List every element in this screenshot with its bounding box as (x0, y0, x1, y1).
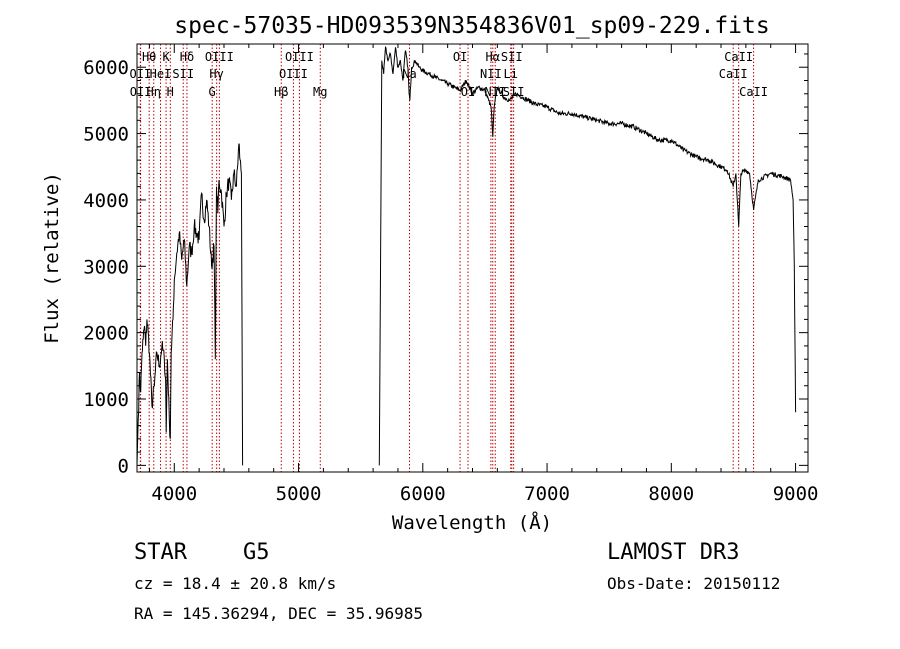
spectrum-line (378, 45, 797, 466)
plot-frame (136, 43, 809, 473)
spectral-line-label: HeI (150, 67, 172, 81)
spectral-subclass: G5 (243, 540, 270, 565)
x-tick-label: 8000 (648, 483, 694, 505)
spectral-line-label: Li (504, 67, 518, 81)
spectral-line-label: K (162, 50, 170, 64)
spectral-line-label: Na (402, 67, 416, 81)
spectral-line-label: SII (501, 50, 523, 64)
spectral-line-label: CaII (719, 67, 748, 81)
x-axis-label: Wavelength (Å) (392, 511, 552, 534)
spectral-line-label: Hα (486, 50, 500, 64)
spectral-line-label: OIII (279, 67, 308, 81)
spectral-line-label: OI (453, 50, 467, 64)
spectral-line-label: Mg (313, 85, 327, 99)
y-axis-label: Flux (relative) (41, 172, 63, 344)
spectral-line-label: OI (461, 85, 475, 99)
spectrum-line (136, 143, 244, 466)
x-tick-label: 4000 (151, 483, 197, 505)
y-tick-label: 2000 (83, 323, 129, 345)
spectral-line-label: Hθ (142, 50, 156, 64)
spectral-line-label: CaII (724, 50, 753, 64)
spectral-line-label: OII (130, 67, 152, 81)
y-tick-label: 1000 (83, 389, 129, 411)
x-tick-label: 7000 (524, 483, 570, 505)
x-tick-label: 6000 (400, 483, 446, 505)
spectral-line-label: OIII (285, 50, 314, 64)
obs-date: Obs-Date: 20150112 (607, 574, 780, 593)
spectral-line-label: OII (130, 85, 152, 99)
spectrum-series (136, 45, 797, 466)
spectral-line-label: CaII (739, 85, 768, 99)
coordinates-text: RA = 145.36294, DEC = 35.96985 (134, 604, 423, 623)
spectral-line-markers (139, 44, 755, 472)
y-tick-label: 0 (118, 455, 129, 477)
spectral-line-label: G (209, 85, 216, 99)
spectral-line-label: Hβ (274, 85, 288, 99)
x-tick-label: 5000 (276, 483, 322, 505)
survey-name: LAMOST DR3 (607, 540, 739, 565)
y-tick-label: 4000 (83, 190, 129, 212)
redshift-text: cz = 18.4 ± 20.8 km/s (134, 574, 336, 593)
spectral-line-label: SII (503, 85, 525, 99)
spectral-line-label: OIII (205, 50, 234, 64)
spectral-line-label: Hη (147, 85, 161, 99)
x-tick-label: 9000 (773, 483, 819, 505)
y-tick-label: 6000 (83, 57, 129, 79)
y-tick-label: 5000 (83, 124, 129, 146)
spectral-line-label: Hδ (180, 50, 194, 64)
spectral-line-label: NII (480, 67, 502, 81)
y-tick-label: 3000 (83, 256, 129, 278)
spectral-line-label: NII (484, 85, 506, 99)
spectral-line-label: SII (172, 67, 194, 81)
chart-title: spec-57035-HD093539N354836V01_sp09-229.f… (174, 13, 769, 39)
y-axis: 0 1000 2000 3000 4000 5000 6000 (83, 53, 808, 477)
spectral-line-label: Hγ (209, 67, 223, 81)
spectral-line-label: H (167, 85, 174, 99)
x-axis: 4000 5000 6000 7000 8000 9000 (148, 44, 819, 505)
object-class: STAR (134, 540, 188, 565)
